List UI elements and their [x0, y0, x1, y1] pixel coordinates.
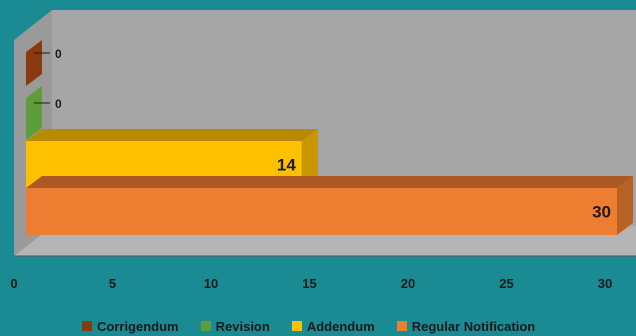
bar-regular-notification: [26, 176, 633, 235]
legend-label: Revision: [215, 318, 270, 334]
legend-label: Regular Notification: [411, 318, 536, 334]
data-label: 14: [277, 156, 296, 175]
legend-item: Revision: [200, 318, 270, 334]
legend-swatch-addendum: [291, 321, 302, 331]
legend-item: Corrigendum: [82, 319, 179, 334]
bar-corrigendum: [26, 40, 42, 86]
legend-label: Addendum: [306, 318, 375, 334]
data-label: 30: [592, 203, 611, 222]
legend-swatch-revision: [200, 321, 211, 331]
legend-item: Addendum: [291, 318, 375, 334]
bar-revision: [26, 86, 42, 140]
legend-swatch-regular-notification: [396, 321, 407, 331]
x-tick-label: 20: [401, 276, 415, 291]
x-tick-label: 30: [598, 276, 612, 291]
x-tick-label: 10: [204, 276, 218, 291]
x-tick-label: 0: [10, 276, 17, 291]
chart-legend: Corrigendum Revision Addendum Regular No…: [82, 318, 535, 334]
x-tick-label: 5: [109, 276, 116, 291]
data-label: 0: [55, 97, 62, 111]
x-tick-label: 15: [302, 276, 316, 291]
legend-swatch-corrigendum: [82, 321, 92, 331]
legend-item: Regular Notification: [396, 318, 536, 334]
x-tick-label: 25: [499, 276, 513, 291]
legend-label: Corrigendum: [97, 318, 179, 334]
data-label: 0: [55, 47, 62, 61]
